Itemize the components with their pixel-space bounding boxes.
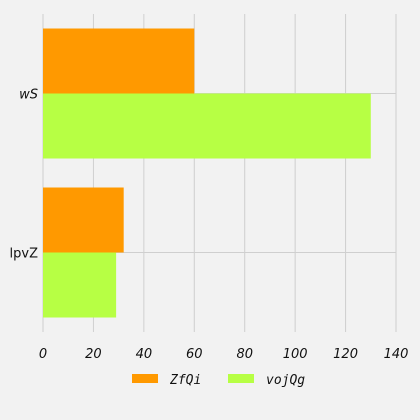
bars [43,28,371,318]
x-tick-label: 40 [136,347,153,362]
bar-ZfQi-lpvZ [43,187,124,253]
category-label: lpvZ [10,247,39,262]
bar-vojQg-lpvZ [43,252,117,318]
y-axis-category-labels: wS lpvZ [10,88,39,262]
legend: ZfQi vojQg [132,373,305,388]
bar-vojQg-wS [43,93,371,159]
x-tick-label: 140 [384,347,409,362]
x-tick-label: 100 [283,347,308,362]
x-tick-label: 0 [39,347,47,362]
legend-label: ZfQi [169,373,201,388]
bar-ZfQi-wS [43,28,195,94]
x-tick-label: 20 [85,347,102,362]
x-axis-tick-labels: 0 20 40 60 80 100 120 140 [39,347,409,362]
category-label: wS [19,88,38,103]
x-tick-label: 120 [333,347,358,362]
x-tick-label: 60 [186,347,203,362]
x-tick-label: 80 [236,347,253,362]
legend-swatch [228,374,254,383]
legend-swatch [132,374,158,383]
legend-label: vojQg [266,373,305,388]
